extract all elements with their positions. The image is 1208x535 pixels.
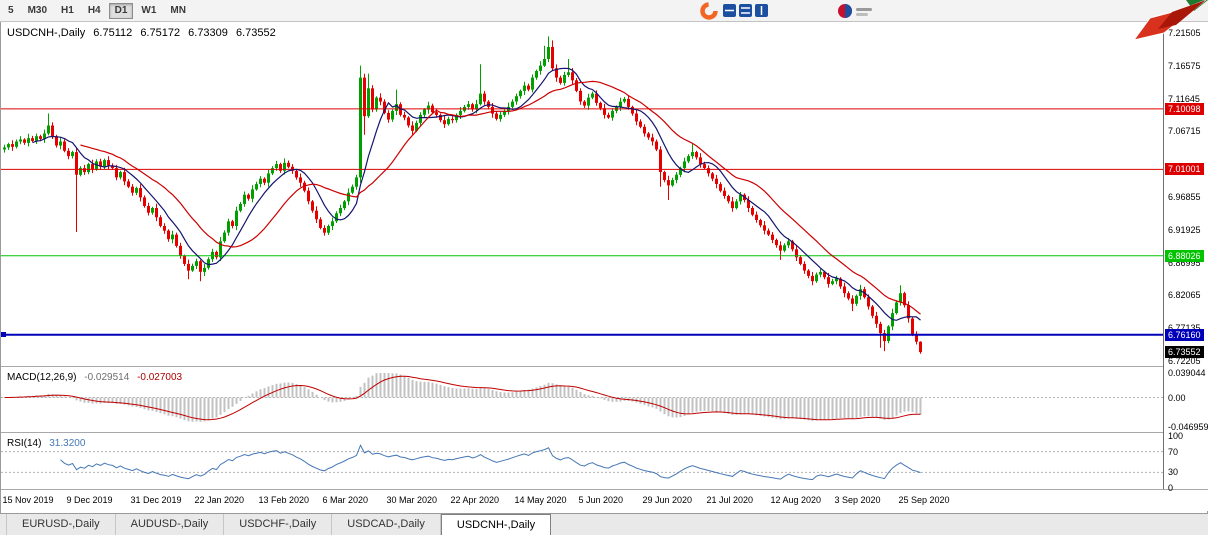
symbol-period-label: USDCNH-,Daily (7, 27, 86, 39)
price-tag[interactable]: 7.01001 (1165, 163, 1204, 176)
timeframe-button-d1[interactable]: D1 (108, 2, 134, 19)
rsi-pane[interactable] (1, 434, 1163, 489)
axis-label: 0.00 (1168, 392, 1186, 403)
candles (3, 36, 922, 354)
timeframe-button-m30[interactable]: M30 (22, 3, 53, 19)
axis-label: 7.21505 (1168, 28, 1201, 38)
broker-logo-glyph (739, 4, 752, 17)
rsi-line (60, 444, 921, 481)
price-scale[interactable]: 7.21505 7.16575 7.11645 7.06715 6.96855 6.919… (1163, 22, 1208, 493)
time-axis-label: 31 Dec 2019 (130, 495, 182, 505)
pane-divider[interactable] (1, 432, 1208, 433)
axis-label: 6.82065 (1168, 290, 1201, 301)
tab-eurusd[interactable]: EURUSD-,Daily (6, 514, 116, 535)
timeframe-buttons: 5 M30 H1 H4 D1 W1 MN (1, 2, 193, 19)
high-value: 6.75172 (140, 27, 181, 39)
moving-average-8 (32, 67, 921, 321)
axis-label: 7.06715 (1168, 126, 1201, 137)
axis-label: 6.96855 (1168, 192, 1201, 202)
axis-label: -0.046959 (1168, 422, 1208, 432)
chart-tabs-bar: EURUSD-,Daily AUDUSD-,Daily USDCHF-,Daily U… (0, 513, 1208, 535)
partner-emblem-icon (838, 4, 872, 18)
axis-label: 0 (1168, 483, 1174, 493)
timeframe-button-w1[interactable]: W1 (135, 3, 162, 19)
moving-average-20 (80, 80, 921, 315)
time-axis-label: 5 Jun 2020 (578, 495, 624, 505)
axis-label: 6.86995 (1168, 257, 1201, 268)
time-axis-label: 29 Jun 2020 (642, 495, 693, 505)
time-axis-label: 13 Feb 2020 (258, 495, 310, 505)
time-axis[interactable]: 15 Nov 2019 9 Dec 2019 31 Dec 2019 22 Jan 2… (1, 490, 1208, 511)
timeframe-button-5[interactable]: 5 (2, 3, 20, 19)
macd-histogram (3, 373, 922, 422)
broker-logo-icon (700, 2, 718, 20)
axis-label: 7.16575 (1168, 60, 1201, 71)
hline-anchor-handle[interactable] (1, 332, 6, 338)
axis-label: 100 (1168, 431, 1184, 441)
price-tag[interactable]: 6.76160 (1165, 328, 1204, 341)
time-axis-label: 15 Nov 2019 (2, 495, 54, 505)
axis-label: 30 (1168, 467, 1179, 478)
tab-usdcnh[interactable]: USDCNH-,Daily (440, 514, 552, 535)
low-value: 6.73309 (188, 27, 228, 39)
ohlc-info: USDCNH-,Daily 6.75112 6.75172 6.73309 6.… (7, 27, 281, 39)
time-axis-label: 14 May 2020 (514, 495, 567, 505)
macd-label: MACD(12,26,9) -0.029514 -0.027003 (7, 372, 187, 383)
price-tag[interactable]: 6.73552 (1165, 346, 1204, 359)
tab-audusd[interactable]: AUDUSD-,Daily (116, 514, 225, 535)
time-axis-label: 9 Dec 2019 (66, 495, 113, 505)
time-axis-label: 22 Jan 2020 (194, 495, 245, 505)
macd-main-value: -0.029514 (84, 372, 130, 383)
axis-label: 6.77135 (1168, 323, 1201, 333)
axis-label: 0.039044 (1168, 368, 1206, 378)
time-axis-label: 6 Mar 2020 (322, 495, 369, 505)
pane-divider[interactable] (1, 366, 1208, 367)
decorative-arrow-graphic (1132, 0, 1208, 41)
axis-label: 70 (1168, 446, 1179, 457)
macd-pane[interactable] (1, 368, 1163, 432)
broker-logo (700, 2, 768, 20)
pane-divider (1, 489, 1208, 490)
rsi-value: 31.3200 (49, 438, 86, 449)
axis-label: 6.72205 (1168, 356, 1201, 366)
timeframe-button-mn[interactable]: MN (164, 3, 192, 19)
time-axis-label: 22 Apr 2020 (450, 495, 500, 505)
timeframe-button-h4[interactable]: H4 (82, 3, 107, 19)
macd-signal-line (4, 375, 921, 421)
axis-label: 7.11645 (1168, 93, 1200, 104)
time-axis-label: 21 Jul 2020 (706, 495, 754, 505)
open-value: 6.75112 (93, 27, 133, 39)
timeframe-button-h1[interactable]: H1 (55, 3, 80, 19)
macd-title: MACD(12,26,9) (7, 372, 77, 383)
axis-label: 6.91925 (1168, 224, 1201, 235)
time-axis-label: 25 Sep 2020 (898, 495, 950, 505)
time-axis-label: 30 Mar 2020 (386, 495, 438, 505)
chart-window: USDCNH-,Daily 6.75112 6.75172 6.73309 6.… (0, 22, 1208, 513)
time-axis-label: 12 Aug 2020 (770, 495, 822, 505)
macd-signal-value: -0.027003 (137, 372, 183, 383)
price-tag[interactable]: 6.88026 (1165, 249, 1204, 262)
time-axis-label: 3 Sep 2020 (834, 495, 881, 505)
price-tag[interactable]: 7.10098 (1165, 102, 1204, 115)
close-value: 6.73552 (235, 27, 276, 39)
tab-usdchf[interactable]: USDCHF-,Daily (224, 514, 333, 535)
timeframe-toolbar: 5 M30 H1 H4 D1 W1 MN (0, 0, 1208, 22)
price-chart-pane[interactable] (1, 22, 1163, 366)
rsi-label: RSI(14) 31.3200 (7, 438, 90, 449)
tab-usdcad[interactable]: USDCAD-,Daily (332, 514, 441, 535)
rsi-title: RSI(14) (7, 438, 42, 449)
